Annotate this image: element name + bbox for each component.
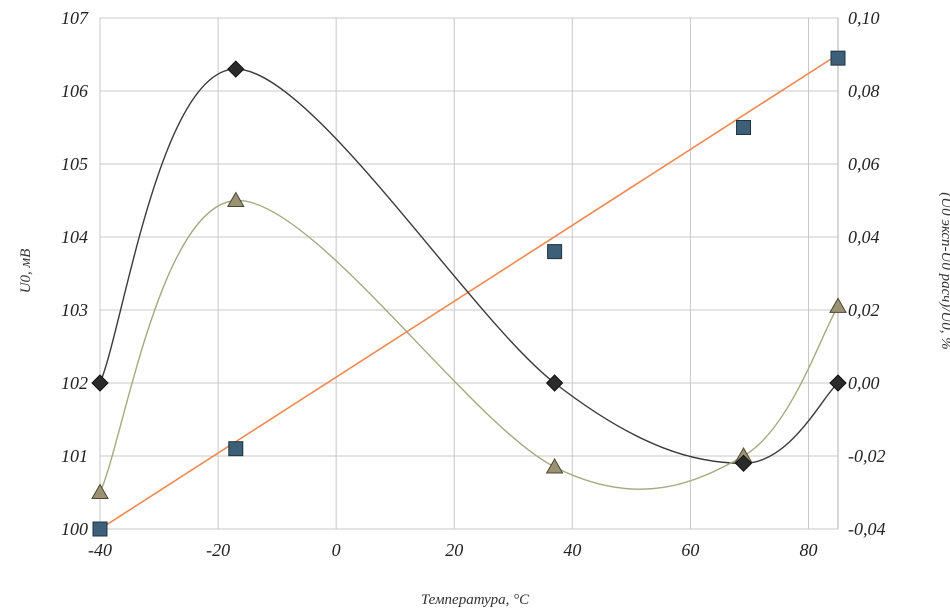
x-tick-label: 0 bbox=[332, 540, 341, 560]
x-tick-label: 40 bbox=[563, 540, 581, 560]
marker-triangle bbox=[226, 191, 245, 207]
y-left-tick-label: 100 bbox=[61, 519, 88, 539]
y-left-tick-label: 102 bbox=[61, 373, 88, 393]
series-lines bbox=[99, 53, 839, 530]
series-line-squares bbox=[99, 53, 839, 530]
y-right-tick-label: 0,04 bbox=[848, 227, 880, 247]
marker-diamond bbox=[734, 454, 753, 473]
x-tick-label: 80 bbox=[799, 540, 817, 560]
series-line-triangles bbox=[99, 199, 839, 493]
y-left-tick-label: 106 bbox=[61, 81, 88, 101]
plot-frame bbox=[99, 17, 839, 530]
y-right-tick-label: 0,06 bbox=[848, 154, 880, 174]
y-left-tick-label: 101 bbox=[61, 446, 88, 466]
y-axis-right-title: (U0 эксп-U0 расч)/U0, % bbox=[938, 192, 950, 349]
y-left-tick-label: 104 bbox=[61, 227, 88, 247]
marker-triangle bbox=[545, 457, 564, 474]
data-markers bbox=[91, 50, 847, 537]
grid-lines bbox=[99, 17, 839, 530]
marker-diamond bbox=[545, 374, 564, 392]
marker-square bbox=[92, 521, 108, 537]
y-axis-left-title: U0, мВ bbox=[18, 249, 34, 294]
marker-diamond bbox=[227, 60, 245, 78]
marker-square bbox=[830, 50, 846, 66]
tick-labels: -40 -20 0 20 40 60 80 100 101 102 103 104 105 106 107 -… bbox=[61, 8, 886, 560]
y-right-tick-label: 0,02 bbox=[848, 300, 880, 320]
x-axis-title: Температура, °С bbox=[421, 592, 530, 608]
marker-square bbox=[228, 441, 244, 457]
y-right-tick-label: -0,02 bbox=[848, 446, 886, 466]
x-tick-label: -40 bbox=[88, 540, 112, 560]
y-left-tick-label: 103 bbox=[61, 300, 88, 320]
y-right-tick-label: -0,04 bbox=[848, 519, 886, 539]
marker-triangle bbox=[91, 483, 109, 499]
x-tick-label: 60 bbox=[681, 540, 699, 560]
marker-square bbox=[547, 244, 563, 260]
series-line-diamonds bbox=[99, 68, 839, 465]
x-tick-label: 20 bbox=[445, 540, 463, 560]
y-right-tick-label: 0,10 bbox=[848, 8, 880, 28]
marker-diamond bbox=[829, 374, 847, 392]
y-right-tick-label: 0,08 bbox=[848, 81, 880, 101]
y-right-tick-label: 0,00 bbox=[848, 373, 880, 393]
x-tick-label: -20 bbox=[206, 540, 230, 560]
marker-triangle bbox=[829, 297, 847, 313]
marker-diamond bbox=[91, 374, 109, 392]
y-left-tick-label: 107 bbox=[61, 8, 89, 28]
y-left-tick-label: 105 bbox=[61, 154, 88, 174]
marker-square bbox=[736, 120, 752, 135]
